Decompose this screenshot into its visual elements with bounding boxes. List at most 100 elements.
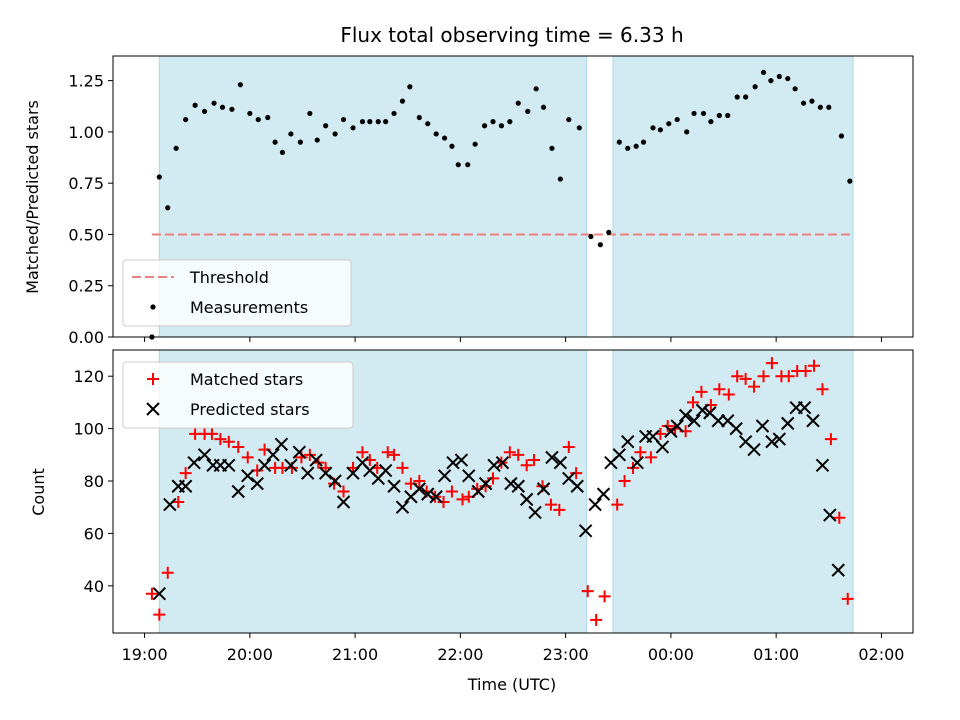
predicted-star-point <box>187 455 201 470</box>
measurement-point <box>657 127 663 133</box>
matched-star-point <box>695 385 708 398</box>
predicted-star-point <box>437 469 452 483</box>
predicted-star-point <box>328 474 342 488</box>
matched-star-point <box>437 495 450 508</box>
matched-star-point <box>356 446 369 459</box>
predicted-star-point <box>655 440 670 454</box>
measurement-point <box>255 116 261 123</box>
measurement-point <box>826 104 832 110</box>
predicted-star-point <box>152 586 167 601</box>
measurement-point <box>416 114 422 121</box>
predicted-star-point <box>621 435 635 449</box>
measurement-point <box>566 116 572 123</box>
measurement-point <box>533 86 539 92</box>
top-observing-window <box>612 55 854 338</box>
matched-star-point <box>241 451 254 464</box>
matched-star-point <box>611 498 624 511</box>
predicted-star-point <box>570 479 584 493</box>
measurement-point <box>192 102 198 108</box>
predicted-star-point <box>421 487 435 501</box>
measurement-point <box>288 131 294 137</box>
matched-star-point <box>396 461 409 474</box>
predicted-star-point <box>478 476 493 491</box>
measurement-point <box>650 125 656 131</box>
predicted-star-point <box>292 445 307 459</box>
predicted-star-point <box>781 416 795 431</box>
measurement-point <box>165 205 171 211</box>
predicted-star-point <box>487 458 501 473</box>
measurement-point <box>498 123 505 129</box>
x-tick-label: 20:00 <box>227 645 273 664</box>
matched-star-point <box>581 585 594 598</box>
predicted-star-point <box>462 469 476 483</box>
measurement-point <box>847 178 853 184</box>
matched-star-point <box>562 440 575 453</box>
matched-star-point <box>205 427 218 440</box>
measurement-point <box>173 145 179 151</box>
measurement-point <box>367 119 373 125</box>
bottom-observing-window <box>612 349 854 634</box>
x-tick-label: 00:00 <box>648 645 694 664</box>
measurement-point <box>760 69 767 76</box>
measurement-point <box>817 104 823 110</box>
predicted-star-point <box>711 414 725 428</box>
top-y-tick-label: 1.25 <box>68 72 104 91</box>
matched-star-point <box>824 433 837 446</box>
measurement-point <box>237 82 243 88</box>
measurement-point <box>691 110 697 117</box>
measurement-point <box>307 110 313 117</box>
matched-star-point <box>713 383 726 396</box>
x-tick-label: 23:00 <box>543 645 589 664</box>
measurement-point <box>743 94 749 100</box>
legend-predicted-swatch <box>146 402 160 416</box>
predicted-star-point <box>495 455 510 470</box>
matched-star-point <box>644 451 657 464</box>
matched-star-point <box>748 380 761 393</box>
predicted-star-point <box>241 469 255 483</box>
matched-star-point <box>456 493 469 506</box>
measurement-point <box>725 112 731 119</box>
predicted-star-point <box>612 448 627 462</box>
measurement-point <box>700 110 707 117</box>
matched-star-point <box>841 592 854 605</box>
measurement-point <box>734 94 740 100</box>
measurement-point <box>776 73 782 80</box>
predicted-star-point <box>519 492 534 507</box>
measurement-point <box>247 110 253 117</box>
matched-star-point <box>528 454 541 467</box>
measurement-point <box>540 104 547 110</box>
matched-star-point <box>731 370 744 383</box>
measurement-point <box>350 125 356 131</box>
measurement-point <box>359 119 366 125</box>
top-y-tick-label: 0.50 <box>68 225 104 244</box>
predicted-star-point <box>755 419 770 433</box>
predicted-star-point <box>687 414 701 428</box>
predicted-star-point <box>797 400 812 415</box>
matched-star-point <box>739 372 752 385</box>
matched-star-point <box>553 503 566 516</box>
measurement-point <box>666 121 672 127</box>
measurement-point <box>323 123 329 129</box>
matched-star-point <box>337 485 350 498</box>
predicted-star-point <box>772 432 787 446</box>
measurement-point <box>472 141 478 147</box>
top-panel: 0.00 0.25 0.50 0.75 1.00 1.25 <box>68 55 914 347</box>
matched-star-point <box>816 383 829 396</box>
measurement-point <box>588 233 594 240</box>
matched-star-point <box>782 370 795 383</box>
x-tick-label: 01:00 <box>753 645 799 664</box>
bottom-legend-box <box>122 361 354 429</box>
predicted-star-point <box>222 458 236 473</box>
legend-matched-label: Matched stars <box>190 370 303 389</box>
top-legend: Threshold Measurements <box>122 259 352 327</box>
matched-star-point <box>222 435 235 448</box>
matched-star-point <box>145 587 158 600</box>
measurement-point <box>525 108 531 114</box>
predicted-star-point <box>578 524 593 538</box>
x-tick-label: 19:00 <box>122 645 168 664</box>
measurement-point <box>708 119 714 125</box>
matched-star-point <box>799 364 812 377</box>
predicted-star-point <box>197 448 212 462</box>
matched-star-point <box>179 467 192 480</box>
